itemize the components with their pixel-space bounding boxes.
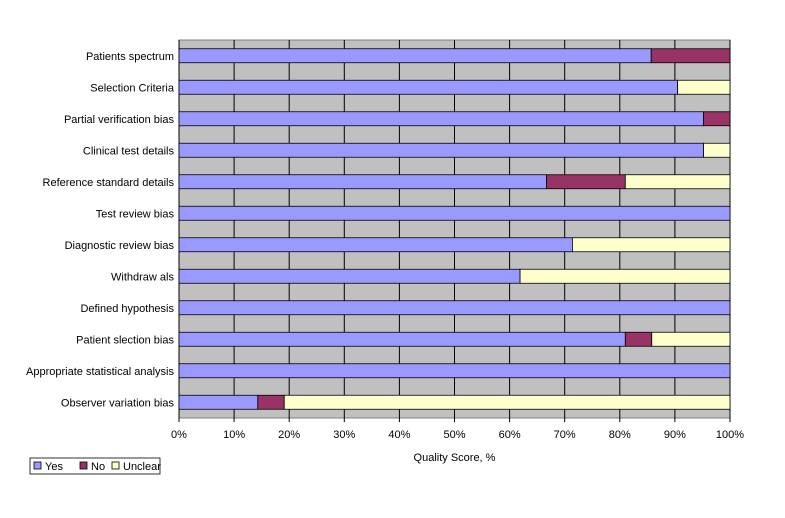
category-label: Test review bias — [96, 208, 175, 220]
x-axis-ticks: 0% 10% 20% 30% 40% 50% 60% 70% 80% 90% 100% — [171, 418, 744, 441]
category-label: Appropriate statistical analysis — [26, 366, 174, 378]
bar-segment-unclear — [677, 79, 731, 95]
legend-swatch-no — [79, 461, 88, 470]
legend-swatch-unclear — [111, 461, 120, 470]
x-tick-label: 20% — [278, 429, 300, 441]
bar-segment-no — [257, 394, 285, 410]
bar-segment-yes — [178, 268, 521, 284]
legend-label-no: No — [91, 461, 105, 473]
bar-segment-yes — [178, 363, 731, 379]
legend-swatch-yes — [33, 461, 42, 470]
x-tick-label: 70% — [554, 429, 576, 441]
category-label: Withdraw als — [111, 271, 174, 283]
bar-segment-yes — [178, 48, 652, 64]
x-axis-title: Quality Score, % — [414, 452, 496, 464]
bar-segment-yes — [178, 331, 626, 347]
category-label: Observer variation bias — [61, 397, 175, 409]
category-label: Diagnostic review bias — [65, 240, 175, 252]
bar-segment-no — [650, 48, 731, 64]
legend-label-yes: Yes — [45, 461, 63, 473]
x-tick-label: 10% — [223, 429, 245, 441]
bar-segment-yes — [178, 79, 679, 95]
legend: Yes No Unclear — [29, 457, 161, 475]
bar-segment-unclear — [572, 237, 731, 253]
bar-segment-yes — [178, 300, 731, 316]
x-tick-label: 100% — [716, 429, 744, 441]
legend-label-unclear: Unclear — [123, 461, 161, 473]
bar-segment-yes — [178, 142, 704, 158]
bar-segment-unclear — [651, 331, 731, 347]
bar-segment-no — [703, 111, 731, 127]
category-label: Patient slection bias — [76, 334, 174, 346]
x-tick-label: 40% — [388, 429, 410, 441]
category-label: Reference standard details — [43, 177, 175, 189]
bars — [178, 48, 731, 410]
bar-segment-unclear — [624, 174, 731, 190]
legend-box — [29, 457, 161, 475]
x-tick-label: 90% — [664, 429, 686, 441]
bar-segment-no — [546, 174, 626, 190]
bar-segment-no — [624, 331, 653, 347]
x-tick-label: 80% — [609, 429, 631, 441]
x-tick-label: 0% — [171, 429, 187, 441]
bar-segment-yes — [178, 394, 259, 410]
x-tick-label: 60% — [499, 429, 521, 441]
bar-segment-yes — [178, 205, 731, 221]
bar-segment-yes — [178, 111, 704, 127]
category-label: Selection Criteria — [90, 82, 175, 94]
category-label: Defined hypothesis — [80, 303, 174, 315]
category-label: Patients spectrum — [86, 51, 174, 63]
bar-segment-yes — [178, 237, 573, 253]
category-label: Partial verification bias — [64, 114, 175, 126]
bar-segment-yes — [178, 174, 547, 190]
x-tick-label: 50% — [443, 429, 465, 441]
category-labels: Patients spectrum Selection Criteria Parti… — [26, 51, 175, 410]
bar-segment-unclear — [283, 394, 731, 410]
gridlines — [178, 40, 731, 418]
bar-segment-unclear — [703, 142, 731, 158]
category-label: Clinical test details — [83, 145, 175, 157]
x-tick-label: 30% — [333, 429, 355, 441]
bar-segment-unclear — [519, 268, 731, 284]
